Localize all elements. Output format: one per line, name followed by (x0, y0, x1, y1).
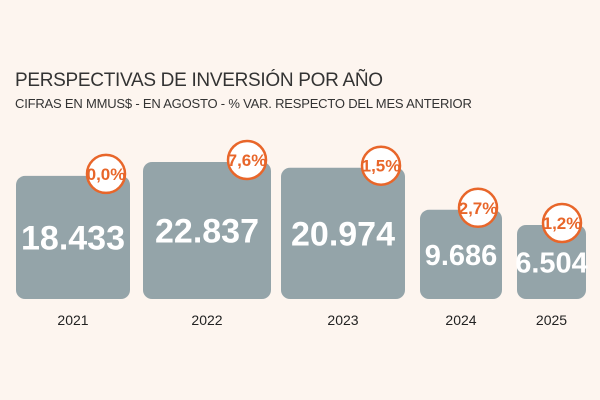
pct-label: 0,0% (87, 165, 126, 184)
bar-group-2024: 9.686 2,7% 2024 (420, 187, 502, 328)
pct-badge (226, 139, 268, 181)
chart-subtitle: CIFRAS EN MMUS$ - EN AGOSTO - % VAR. RES… (15, 96, 472, 111)
pct-badge (360, 145, 402, 186)
category-label: 2024 (445, 312, 476, 328)
category-label: 2025 (536, 312, 567, 328)
bar-2024 (420, 209, 502, 299)
bar-group-2021: 18.433 0,0% 2021 (16, 153, 130, 328)
bar-value-label: 6.504 (515, 247, 588, 279)
bar-value-label: 22.837 (155, 213, 259, 251)
bar-value-label: 20.974 (291, 216, 395, 254)
pct-badge (85, 153, 127, 195)
pct-label: 1,5% (362, 157, 401, 176)
pct-label: 2,7% (459, 199, 498, 218)
category-label: 2021 (57, 312, 88, 328)
pct-label: 1,2% (543, 214, 582, 233)
bar-2025 (517, 225, 586, 299)
bar-2023 (281, 167, 405, 299)
category-label: 2023 (327, 312, 358, 328)
bar-2022 (143, 162, 271, 299)
pct-badge (457, 187, 499, 229)
chart-title: PERSPECTIVAS DE INVERSIÓN POR AÑO (15, 70, 383, 91)
bar-2021 (16, 175, 130, 299)
category-label: 2022 (191, 312, 222, 328)
bar-group-2023: 20.974 1,5% 2023 (281, 145, 405, 328)
pct-badge (541, 202, 583, 244)
bar-group-2022: 22.837 7,6% 2022 (143, 139, 271, 328)
bar-group-2025: 6.504 1,2% 2025 (515, 202, 588, 328)
bar-value-label: 18.433 (21, 220, 125, 258)
pct-label: 7,6% (228, 151, 267, 170)
bar-value-label: 9.686 (425, 240, 498, 272)
